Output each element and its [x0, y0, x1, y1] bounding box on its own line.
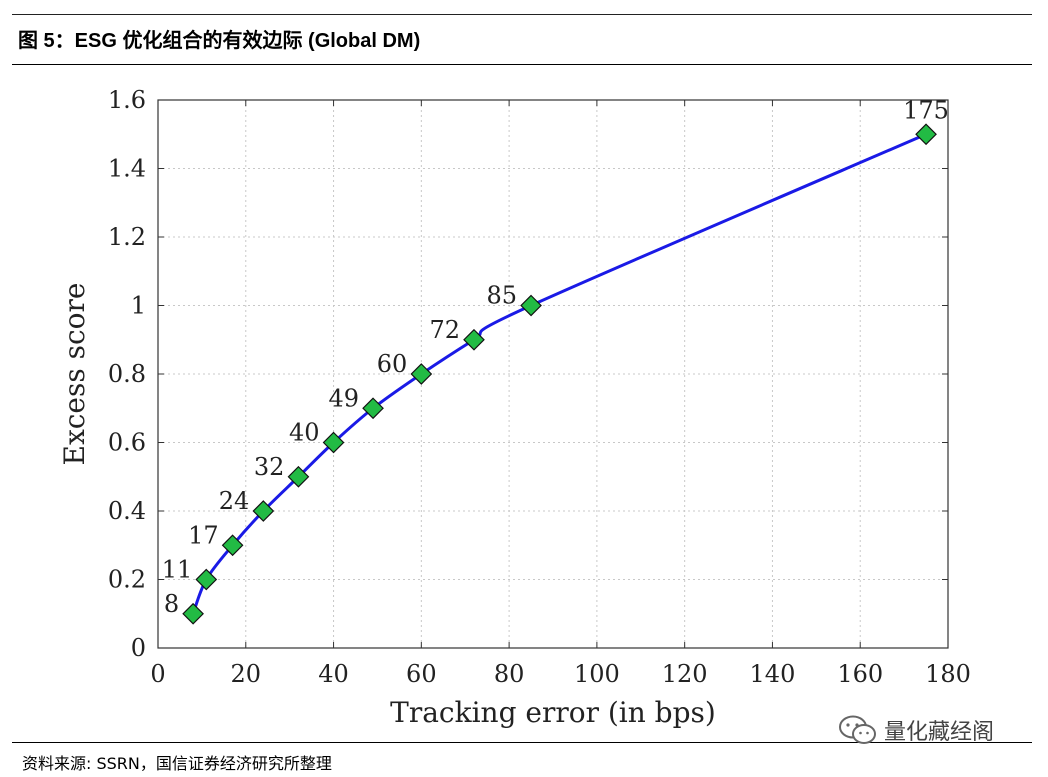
- y-tick-labels: 0 0.2 0.4 0.6 0.8 1 1.2 1.4 1.6: [108, 86, 146, 662]
- data-point: [463, 328, 485, 351]
- x-tick-label: 0: [150, 660, 165, 688]
- wechat-icon: [839, 715, 876, 744]
- bottom-rule: [12, 742, 1032, 743]
- x-tick-label: 160: [837, 660, 883, 688]
- y-tick-label: 1: [131, 292, 146, 320]
- grid-lines: [157, 99, 949, 649]
- y-axis-label: Excess score: [58, 283, 91, 466]
- data-point: [362, 397, 384, 420]
- data-point: [195, 568, 218, 591]
- x-tick-label: 140: [750, 660, 796, 688]
- y-tick-label: 0: [131, 634, 146, 662]
- data-point-label: 175: [903, 96, 949, 124]
- data-point: [322, 431, 345, 454]
- data-point-label: 11: [162, 556, 193, 584]
- y-tick-label: 0.2: [108, 566, 146, 594]
- data-point: [182, 602, 204, 625]
- ticks: [157, 99, 949, 649]
- data-point-label: 85: [487, 282, 518, 310]
- y-tick-label: 0.6: [108, 429, 146, 457]
- data-point-label: 24: [219, 487, 250, 515]
- source-note: 资料来源: SSRN，国信证券经济研究所整理: [22, 754, 332, 773]
- data-point-label: 8: [164, 590, 179, 618]
- chart-svg: 0 20 40 60 80 100 120 140 160 180 00.20.40.60.811…: [58, 86, 971, 729]
- x-tick-label: 80: [494, 660, 525, 688]
- data-point: [520, 294, 542, 317]
- x-tick-labels: 0 20 40 60 80 100 120 140 160 180: [150, 660, 971, 688]
- data-point: [252, 500, 275, 522]
- x-axis-label: Tracking error (in bps): [390, 696, 716, 729]
- data-point: [287, 465, 310, 488]
- watermark-text: 量化藏经阁: [884, 720, 995, 745]
- y-tick-label: 0.8: [108, 360, 146, 388]
- data-point-label: 72: [429, 316, 460, 344]
- y-tick-label: 1.6: [108, 86, 146, 114]
- data-point: [915, 123, 937, 146]
- title-rule: [12, 64, 1032, 65]
- data-point-label: 49: [329, 384, 360, 412]
- y-tick-label: 1.4: [108, 155, 146, 183]
- top-rule: [12, 14, 1032, 15]
- y-tick-label: 0.4: [108, 497, 146, 525]
- data-point: [221, 534, 244, 557]
- y-tick-label: 1.2: [108, 223, 146, 251]
- x-tick-label: 20: [231, 660, 262, 688]
- data-point-label: 17: [188, 521, 219, 549]
- x-tick-label: 180: [925, 660, 971, 688]
- data-point-label: 60: [377, 350, 408, 378]
- x-tick-label: 40: [318, 660, 349, 688]
- data-point: [410, 363, 433, 385]
- figure-title: 图 5：ESG 优化组合的有效边际 (Global DM): [18, 30, 421, 52]
- watermark: 量化藏经阁: [838, 712, 994, 748]
- x-tick-label: 120: [662, 660, 708, 688]
- x-tick-label: 100: [574, 660, 620, 688]
- data-point-label: 32: [254, 453, 285, 481]
- data-point-label: 40: [289, 419, 320, 447]
- markers: [182, 123, 937, 625]
- x-tick-label: 60: [406, 660, 437, 688]
